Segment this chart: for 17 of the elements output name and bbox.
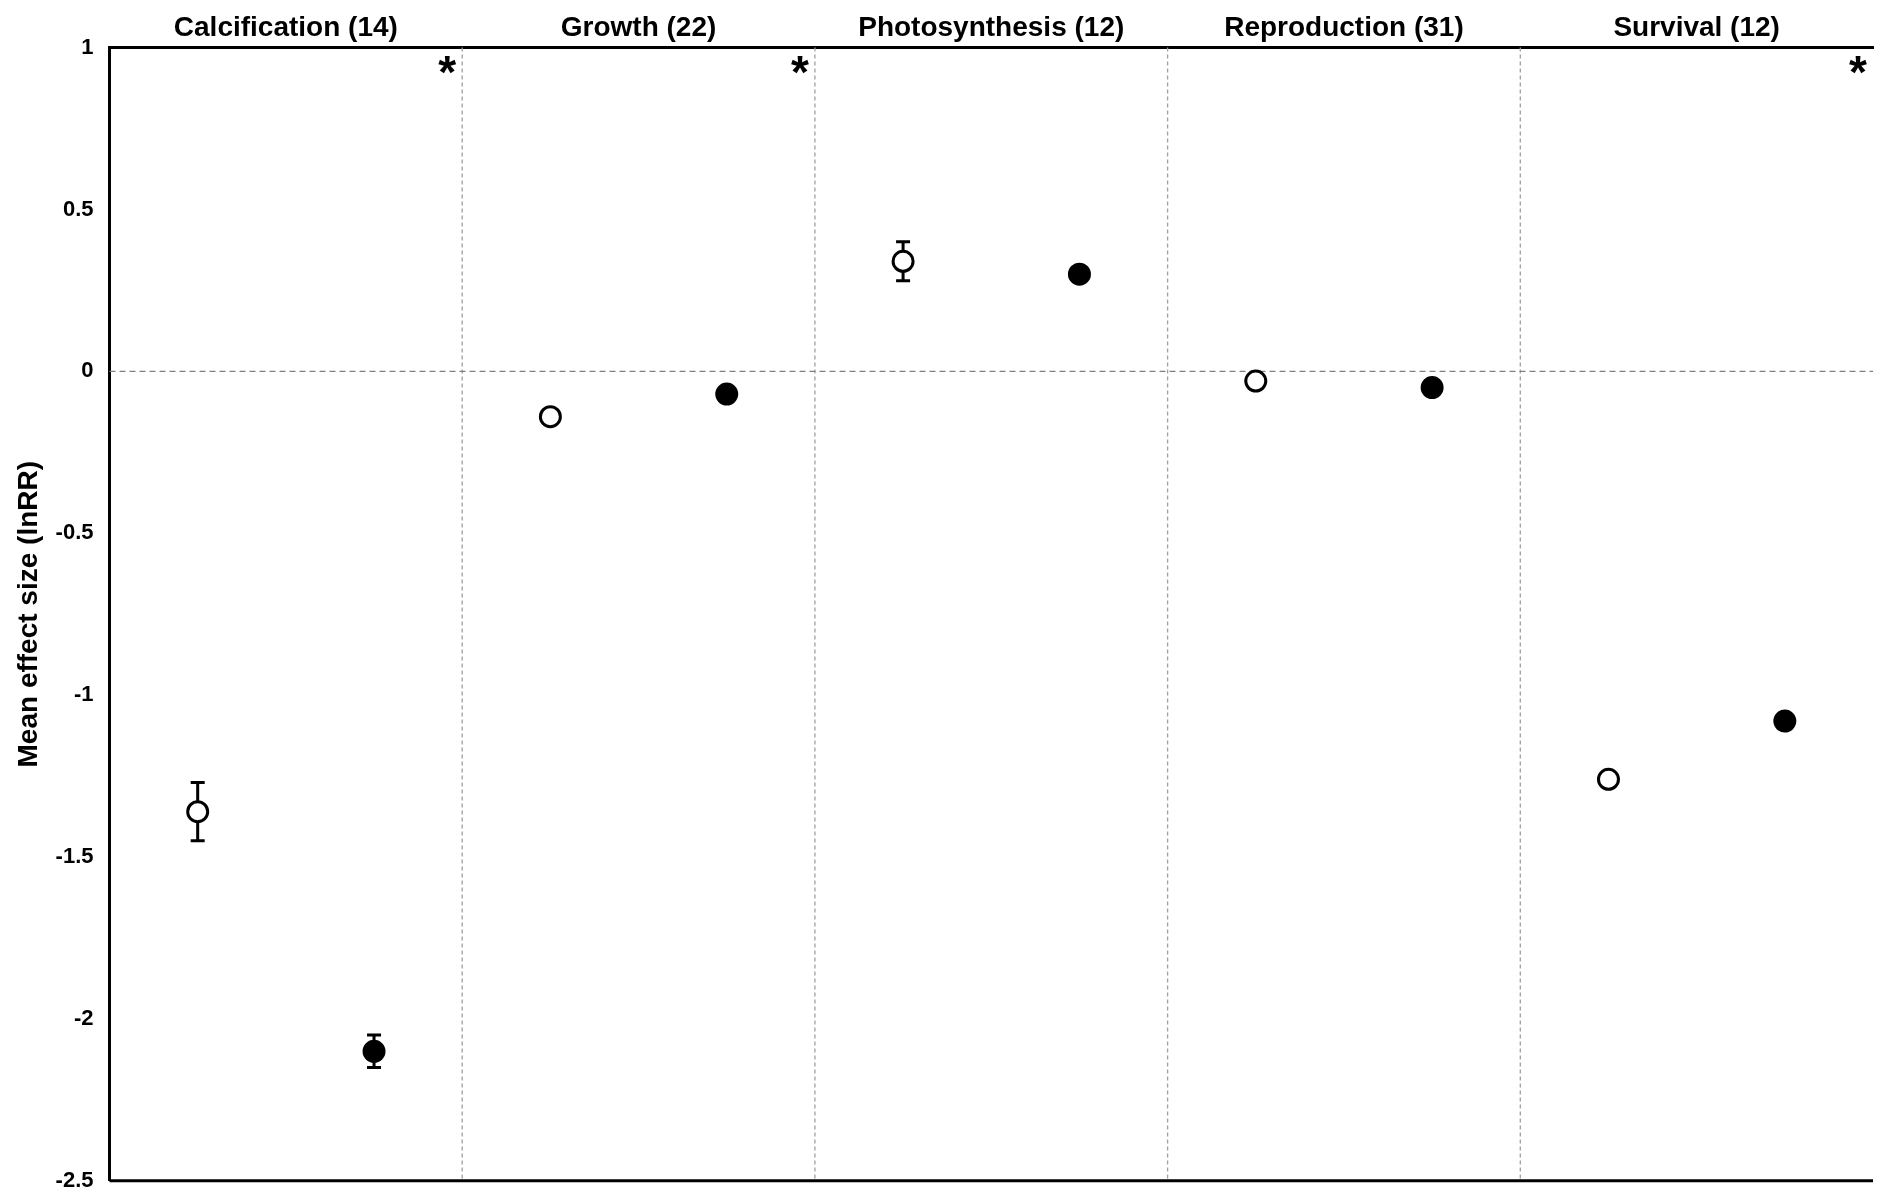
annotation: * [1849, 46, 1868, 99]
y-axis-title: Mean effect size (lnRR) [11, 460, 43, 768]
x-tick-label: Survival (12) [1613, 10, 1780, 42]
y-tick-label: 0.5 [62, 195, 94, 221]
y-tick-label: 1 [81, 33, 94, 59]
y-tick-label: 0 [81, 357, 94, 383]
y-tick-label: -1.5 [55, 843, 94, 869]
y-tick-label: -0.5 [55, 519, 94, 545]
annotation: * [438, 46, 457, 99]
y-tick-label: -1 [73, 681, 94, 707]
annotation: * [791, 46, 809, 99]
x-tick-label: Reproduction (31) [1224, 10, 1464, 42]
x-tick-label: Photosynthesis (12) [858, 10, 1125, 42]
y-tick-label: -2.5 [55, 1166, 94, 1192]
y-tick-label: -2 [73, 1004, 94, 1030]
x-tick-label: Growth (22) [560, 10, 717, 42]
x-tick-label: Calcification (14) [173, 10, 398, 42]
